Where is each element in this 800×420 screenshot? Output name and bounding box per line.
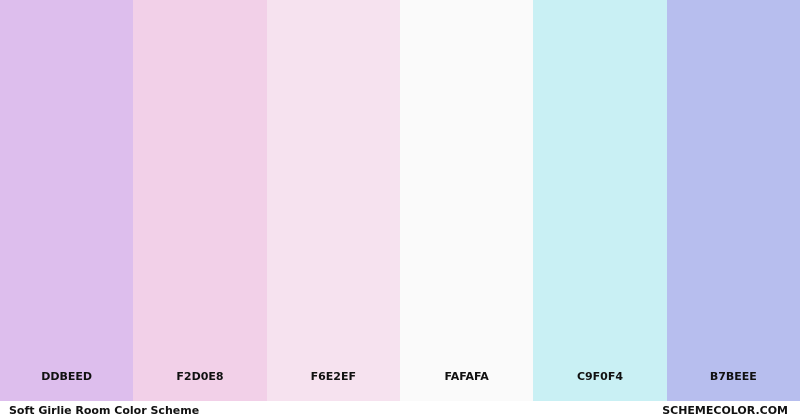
swatch-6: B7BEEE	[666, 0, 800, 401]
swatch-2: F2D0E8	[133, 0, 267, 401]
hex-code: DDBEED	[41, 370, 93, 383]
scheme-title: Soft Girlie Room Color Scheme	[9, 404, 200, 417]
hex-code: C9F0F4	[576, 370, 623, 383]
swatch-1: DDBEED	[0, 0, 134, 401]
color-swatches: DDBEED F2D0E8 F6E2EF FAFAFA C9F0F4 B7BEE…	[0, 0, 800, 401]
hex-code: FAFAFA	[444, 370, 489, 383]
site-name: SCHEMECOLOR.COM	[662, 404, 788, 417]
swatch-3: F6E2EF	[266, 0, 400, 401]
footer: Soft Girlie Room Color Scheme SCHEMECOLO…	[0, 401, 800, 420]
hex-code: F6E2EF	[310, 370, 356, 383]
hex-code: F2D0E8	[176, 370, 224, 383]
swatch-5: C9F0F4	[533, 0, 667, 401]
swatch-4: FAFAFA	[399, 0, 534, 401]
hex-code: B7BEEE	[709, 370, 757, 383]
